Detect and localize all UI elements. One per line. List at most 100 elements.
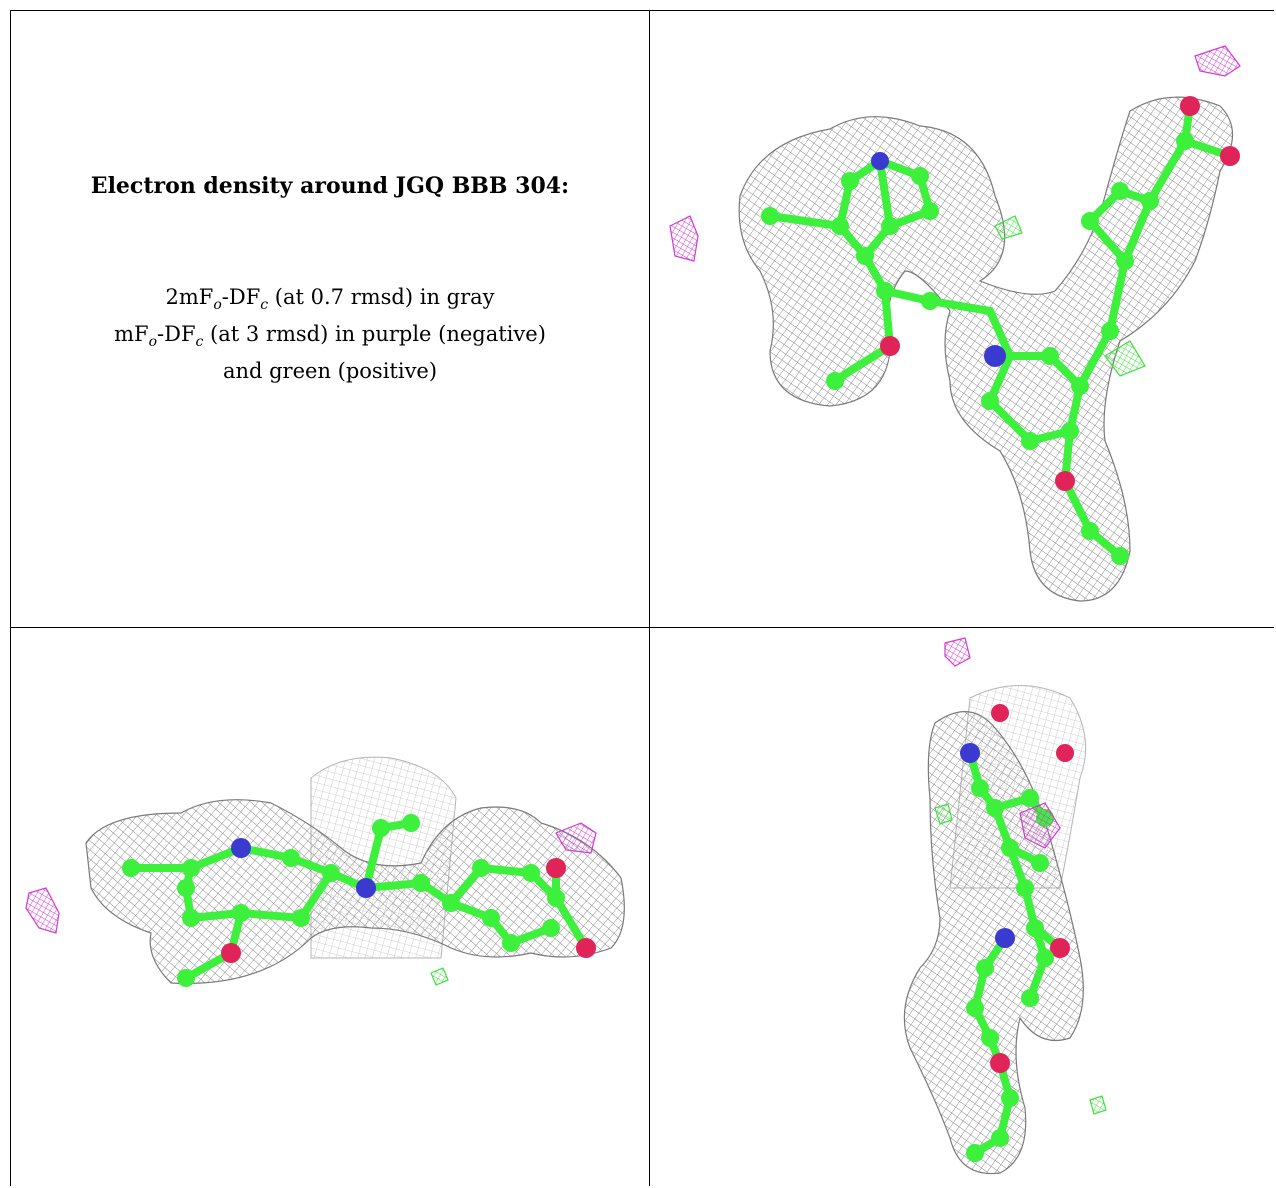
oxygen-atom — [880, 336, 900, 356]
carbon-atom — [831, 217, 849, 235]
carbon-atom — [966, 1144, 984, 1162]
carbon-atom — [412, 874, 430, 892]
negative-density-blob — [1194, 45, 1241, 77]
nitrogen-atom — [871, 152, 889, 170]
legend-line-2: mFo-DFc (at 3 rmsd) in purple (negative) — [11, 320, 649, 357]
legend-1-sub-c: c — [260, 297, 269, 314]
carbon-atom — [921, 202, 939, 220]
carbon-atom — [1116, 252, 1134, 270]
carbon-atom — [1111, 182, 1129, 200]
side-view-svg — [25, 756, 625, 987]
carbon-atom — [292, 909, 310, 927]
carbon-atom — [442, 894, 460, 912]
nitrogen-atom — [995, 928, 1015, 948]
carbon-atom — [1021, 432, 1039, 450]
legend-line-3: and green (positive) — [222, 359, 438, 384]
carbon-atom — [856, 247, 874, 265]
positive-density-blob — [430, 967, 449, 986]
figure-title: Electron density around JGQ BBB 304: — [90, 173, 570, 199]
carbon-atom — [232, 904, 250, 922]
negative-density-blob — [944, 637, 971, 667]
carbon-atom — [522, 864, 540, 882]
atoms — [761, 96, 1240, 565]
carbon-atom — [1081, 212, 1099, 230]
negative-density-blob — [25, 887, 60, 934]
carbon-atom — [881, 217, 899, 235]
carbon-atom — [1001, 1089, 1019, 1107]
front-view-svg — [669, 45, 1241, 602]
legend-1-mid: -DF — [221, 285, 261, 309]
carbon-atom — [841, 172, 859, 190]
oxygen-atom — [576, 938, 596, 958]
carbon-atom — [1026, 919, 1044, 937]
border-left — [10, 10, 11, 1186]
carbon-atom — [971, 779, 989, 797]
carbon-atom — [1061, 422, 1079, 440]
carbon-atom — [1101, 322, 1119, 340]
carbon-atom — [876, 282, 894, 300]
divider-vertical — [649, 10, 650, 1186]
carbon-atom — [122, 859, 140, 877]
carbon-atom — [182, 909, 200, 927]
carbon-atom — [1021, 989, 1039, 1007]
oxygen-atom — [1056, 744, 1074, 762]
oxygen-atom — [1050, 938, 1070, 958]
carbon-atom — [991, 1129, 1009, 1147]
carbon-atom — [182, 859, 200, 877]
carbon-atom — [1001, 839, 1019, 857]
oxygen-atom — [1055, 471, 1075, 491]
carbon-atom — [542, 919, 560, 937]
legend-1-prefix: 2mF — [165, 285, 214, 309]
figure-grid: Electron density around JGQ BBB 304: 2mF… — [10, 10, 1274, 1186]
negative-density-blob — [1019, 802, 1061, 849]
top-view-panel — [650, 628, 1274, 1186]
border-top — [10, 10, 1274, 11]
nitrogen-atom — [984, 345, 1006, 367]
positive-density-blob — [994, 215, 1023, 240]
atoms — [122, 814, 596, 987]
oxygen-atom — [990, 1053, 1010, 1073]
carbon-atom — [1041, 347, 1059, 365]
carbon-atom — [177, 969, 195, 987]
oxygen-atom — [221, 943, 241, 963]
carbon-atom — [966, 999, 984, 1017]
legend-2-prefix: mF — [114, 322, 149, 347]
legend-2-sub-c: c — [195, 334, 204, 351]
legend-1-suffix: (at 0.7 rmsd) in gray — [268, 285, 495, 309]
caption-panel: Electron density around JGQ BBB 304: 2mF… — [11, 11, 649, 627]
carbon-atom — [1016, 879, 1034, 897]
carbon-atom — [761, 207, 779, 225]
carbon-atom — [1071, 377, 1089, 395]
carbon-atom — [282, 849, 300, 867]
density-mesh-gray — [85, 799, 625, 985]
legend-line-1: 2mFo-DFc (at 0.7 rmsd) in gray — [11, 283, 649, 320]
carbon-atom — [1176, 132, 1194, 150]
side-view-panel — [11, 628, 649, 1186]
carbon-atom — [1021, 789, 1039, 807]
density-mesh-gray — [738, 96, 1233, 602]
carbon-atom — [547, 889, 565, 907]
carbon-atom — [976, 959, 994, 977]
positive-density-blob — [1104, 340, 1146, 377]
carbon-atom — [921, 292, 939, 310]
carbon-atom — [826, 372, 844, 390]
carbon-atom — [482, 909, 500, 927]
nitrogen-atom — [231, 838, 251, 858]
legend-1-sub-o: o — [213, 297, 222, 314]
oxygen-atom — [546, 858, 566, 878]
carbon-atom — [981, 392, 999, 410]
carbon-atom — [1111, 547, 1129, 565]
positive-density-blob — [1089, 1095, 1107, 1115]
carbon-atom — [372, 819, 390, 837]
oxygen-atom — [1180, 96, 1200, 116]
nitrogen-atom — [960, 743, 980, 763]
top-view-svg — [903, 637, 1107, 1175]
front-view-panel — [650, 11, 1274, 627]
carbon-atom — [1036, 949, 1054, 967]
oxygen-atom — [1220, 146, 1240, 166]
positive-density-blob — [934, 803, 953, 825]
carbon-atom — [981, 1029, 999, 1047]
carbon-atom — [1081, 522, 1099, 540]
oxygen-atom — [991, 704, 1009, 722]
carbon-atom — [322, 864, 340, 882]
